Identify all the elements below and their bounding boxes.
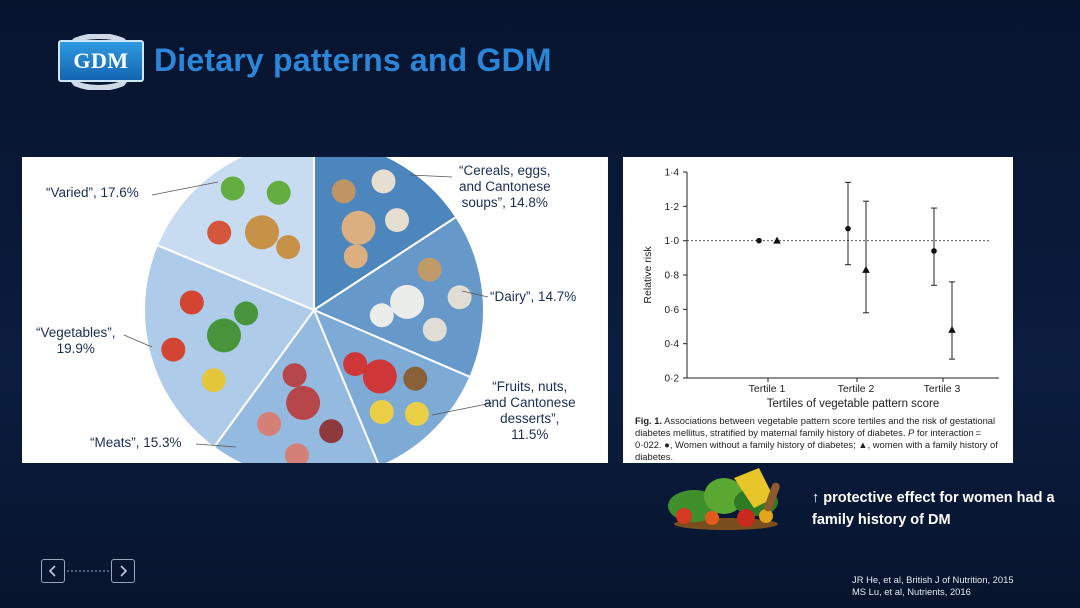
reference-1: JR He, et al, British J of Nutrition, 20… [852,574,1014,585]
relative-risk-chart-panel: 0·2 0·4 0·6 0·8 1·0 1·2 1·4 Tertile 1 Tertile 2 T… [623,157,1013,463]
x-tick-label: Tertile 2 [838,383,875,395]
chevron-right-icon [120,565,128,577]
pie-leader-line [151,181,219,196]
next-slide-button[interactable] [111,559,135,583]
x-tick-label: Tertile 3 [924,383,961,395]
pie-label-line: “Varied”, 17.6% [46,185,139,200]
point-family-history [862,265,870,273]
caption-p-symbol: P [908,427,915,438]
pie-slice-label: “Dairy”, 14.7% [490,289,576,305]
slide-title: Dietary patterns and GDM [154,42,552,78]
figure-caption: Fig. 1. Associations between vegetable p… [635,415,1007,463]
point-no-family-history [845,225,851,232]
food-illustration [207,176,301,260]
y-axis-label: Relative risk [642,246,654,304]
logo-text: GDM [58,40,144,82]
reference-2: MS Lu, et al, Nutrients, 2016 [852,586,971,597]
point-family-history [948,325,956,333]
food-illustration [257,363,344,463]
nav-dotted-connector [67,570,109,572]
pie-label-line: and Cantonese [484,395,576,410]
relative-risk-chart: 0·2 0·4 0·6 0·8 1·0 1·2 1·4 Tertile 1 Tertile 2 T… [642,168,999,410]
y-tick-label: 1·4 [665,168,680,179]
pie-leader-line [195,443,237,448]
pie-slice-label: “Meats”, 15.3% [90,435,182,451]
pie-slice-label: “Vegetables”, 19.9% [36,325,116,357]
dietary-pattern-pie-chart [123,157,493,463]
pie-slice-label: “Cereals, eggs, and Cantonese soups”, 14.8… [459,163,551,211]
y-tick-label: 0·6 [665,305,680,316]
point-no-family-history [931,248,937,254]
pie-label-line: “Dairy”, 14.7% [490,289,577,304]
previous-slide-button[interactable] [41,559,65,583]
caption-line-1: Associations between vegetable pattern s… [635,415,996,438]
pie-label-line: “Cereals, eggs, [459,163,551,178]
y-tick-label: 0·8 [665,271,680,282]
pie-leader-line [461,290,489,298]
food-illustration [161,290,259,393]
pie-leader-line [431,402,493,416]
pie-label-line: “Fruits, nuts, [492,379,568,394]
food-illustration [331,169,409,269]
y-tick-label: 0·4 [665,339,680,350]
caption-fig-label: Fig. 1. [635,415,663,426]
point-no-family-history [756,237,762,244]
pie-label-line: “Vegetables”, [36,325,116,340]
logo-ribbon-icon [68,34,130,90]
caption-line-2: for interaction = 0·022. ●, Women withou… [635,427,998,462]
pie-chart-panel: “Cereals, eggs, and Cantonese soups”, 14.8… [22,157,608,463]
pie-slice-label: “Fruits, nuts, and Cantonese desserts”, 11.… [484,379,576,443]
pie-label-line: soups”, 14.8% [461,195,548,210]
chevron-left-icon [48,565,56,577]
point-family-history [773,236,781,244]
pie-leader-line [123,334,153,348]
y-tick-label: 1·0 [665,236,680,247]
pie-label-line: desserts”, [500,411,560,426]
pie-slice-label: “Varied”, 17.6% [46,185,139,201]
food-illustration [343,352,429,426]
pie-label-line: “Meats”, 15.3% [90,435,182,450]
food-illustration [369,257,472,342]
y-tick-label: 0·2 [665,374,680,385]
y-tick-label: 1·2 [665,202,680,213]
pie-label-line: and Cantonese [459,179,551,194]
vegetables-illustration [668,468,780,530]
x-tick-label: Tertile 1 [749,383,786,395]
gdm-logo: GDM [54,34,144,90]
protective-effect-note: ↑ protective effect for women had a fami… [812,490,1055,528]
pie-label-line: 11.5% [511,427,549,442]
pie-leader-line [409,174,453,178]
references: JR He, et al, British J of Nutrition, 20… [852,574,1014,598]
x-axis-label: Tertiles of vegetable pattern score [767,398,940,410]
pie-label-line: 19.9% [56,341,95,356]
